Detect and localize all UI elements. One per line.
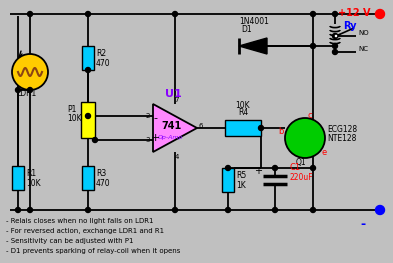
Text: Op-Amp: Op-Amp [158,135,184,140]
Circle shape [28,208,33,213]
Circle shape [86,68,90,73]
Text: +: + [254,166,262,176]
Text: 741: 741 [161,121,181,131]
Text: Q1: Q1 [296,158,306,167]
Text: - Relais closes when no light falls on LDR1: - Relais closes when no light falls on L… [6,218,154,224]
Text: R3: R3 [96,169,106,179]
Circle shape [86,114,90,119]
Circle shape [86,208,90,213]
Bar [81,102,95,138]
Text: 220uF: 220uF [289,173,312,182]
Text: 470: 470 [96,58,110,68]
Circle shape [332,43,338,48]
Circle shape [226,165,231,170]
Circle shape [332,33,338,38]
Text: LDR1: LDR1 [16,89,36,98]
Circle shape [332,12,338,17]
Bar [82,46,94,70]
Text: NO: NO [358,30,369,36]
Text: ECG128: ECG128 [327,125,357,134]
Text: NC: NC [358,46,368,52]
Circle shape [15,88,20,93]
Text: NTE128: NTE128 [327,134,356,143]
Text: P1: P1 [67,105,76,114]
Text: e: e [321,148,326,157]
Circle shape [259,125,263,130]
Bar [225,120,261,136]
Text: - D1 prevents sparking of relay-coil when it opens: - D1 prevents sparking of relay-coil whe… [6,248,180,254]
Text: 6: 6 [199,123,203,129]
Text: R5: R5 [236,171,246,180]
Circle shape [12,54,48,90]
Circle shape [310,165,316,170]
Text: 3: 3 [146,137,150,143]
Text: C1: C1 [289,163,300,172]
Text: +: + [150,133,160,143]
Text: 4: 4 [175,154,179,160]
Circle shape [86,12,90,17]
Circle shape [173,208,178,213]
Circle shape [272,165,277,170]
Circle shape [332,49,338,54]
Circle shape [310,12,316,17]
Text: 1N4001: 1N4001 [239,17,269,26]
Text: 470: 470 [96,179,110,188]
Circle shape [285,118,325,158]
Circle shape [375,205,384,215]
Circle shape [28,12,33,17]
Text: b: b [279,127,284,136]
Circle shape [15,208,20,213]
Text: R4: R4 [238,108,248,117]
Circle shape [226,208,231,213]
Polygon shape [239,38,267,54]
Circle shape [173,12,178,17]
Circle shape [375,9,384,18]
Circle shape [310,43,316,48]
Text: - Sensitivity can be adjusted with P1: - Sensitivity can be adjusted with P1 [6,238,134,244]
Text: +12 V: +12 V [338,8,371,18]
Text: 7: 7 [175,97,179,103]
Text: - For reversed action, exchange LDR1 and R1: - For reversed action, exchange LDR1 and… [6,228,164,234]
Text: -: - [153,113,157,123]
Text: c: c [307,111,312,120]
Text: R1: R1 [26,169,36,179]
Text: -: - [360,218,365,231]
Text: 10K: 10K [236,101,250,110]
Polygon shape [153,104,197,152]
Bar [82,166,94,190]
Text: 10K: 10K [26,179,40,188]
Text: Ry: Ry [343,21,356,31]
Circle shape [310,208,316,213]
Circle shape [92,138,97,143]
Text: 2: 2 [146,113,150,119]
Bar [222,168,234,192]
Text: R2: R2 [96,49,106,58]
Circle shape [28,88,33,93]
Circle shape [334,34,338,38]
Text: 10K: 10K [67,114,82,123]
Text: U1: U1 [165,89,182,99]
Text: D1: D1 [241,25,252,34]
Text: 1K: 1K [236,180,246,190]
Circle shape [272,208,277,213]
Bar [12,166,24,190]
